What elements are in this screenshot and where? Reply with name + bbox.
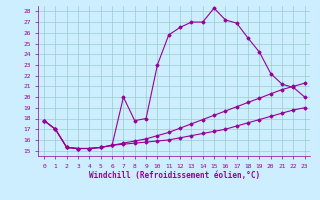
X-axis label: Windchill (Refroidissement éolien,°C): Windchill (Refroidissement éolien,°C) (89, 171, 260, 180)
